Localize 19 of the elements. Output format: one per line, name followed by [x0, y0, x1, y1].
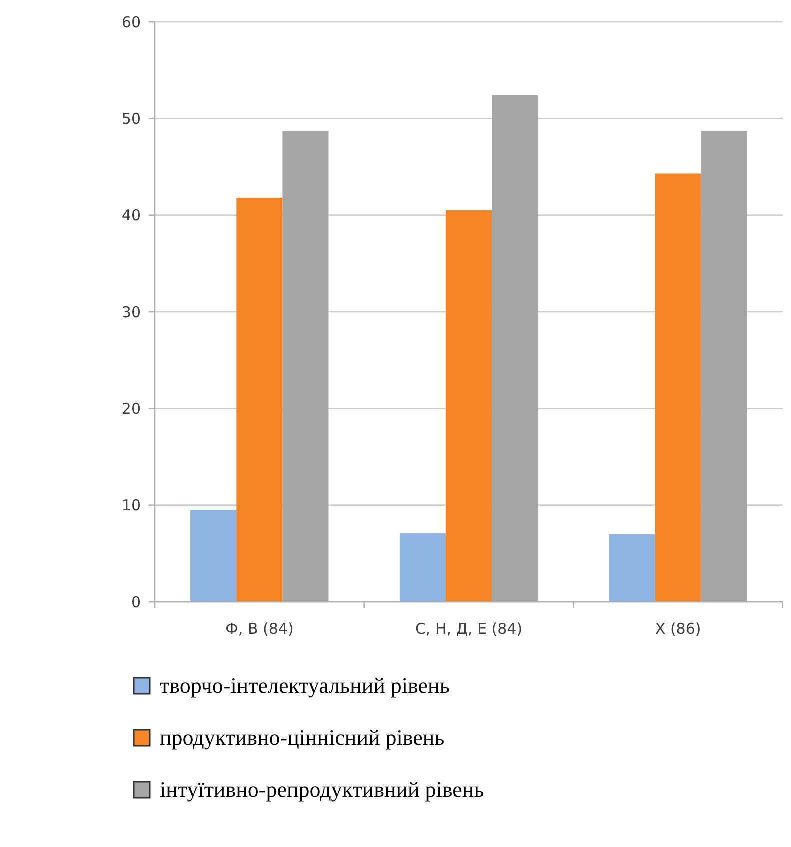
- x-tick-label: Ф, В (84): [226, 620, 294, 638]
- y-tick-label: 10: [122, 496, 141, 515]
- bar: [236, 198, 283, 602]
- bar: [609, 534, 656, 602]
- x-tick-label: Х (86): [655, 620, 702, 638]
- y-tick-label: 50: [122, 110, 141, 128]
- legend-label: творчо-інтелектуальний рівень: [160, 673, 450, 698]
- y-tick-label: 0: [131, 593, 141, 612]
- y-tick-label: 20: [122, 400, 141, 418]
- x-tick-label: С, Н, Д, Е (84): [415, 620, 523, 638]
- legend-label: продуктивно-ціннісний рівень: [160, 725, 445, 750]
- y-tick-label: 40: [122, 206, 141, 225]
- bar: [190, 510, 237, 602]
- bar: [655, 174, 702, 602]
- y-tick-label: 60: [122, 13, 141, 32]
- bar: [446, 210, 492, 602]
- y-tick-label: 30: [122, 303, 141, 322]
- bar: [400, 533, 446, 602]
- legend-label: інтуїтивно-репродуктивний рівень: [160, 777, 484, 802]
